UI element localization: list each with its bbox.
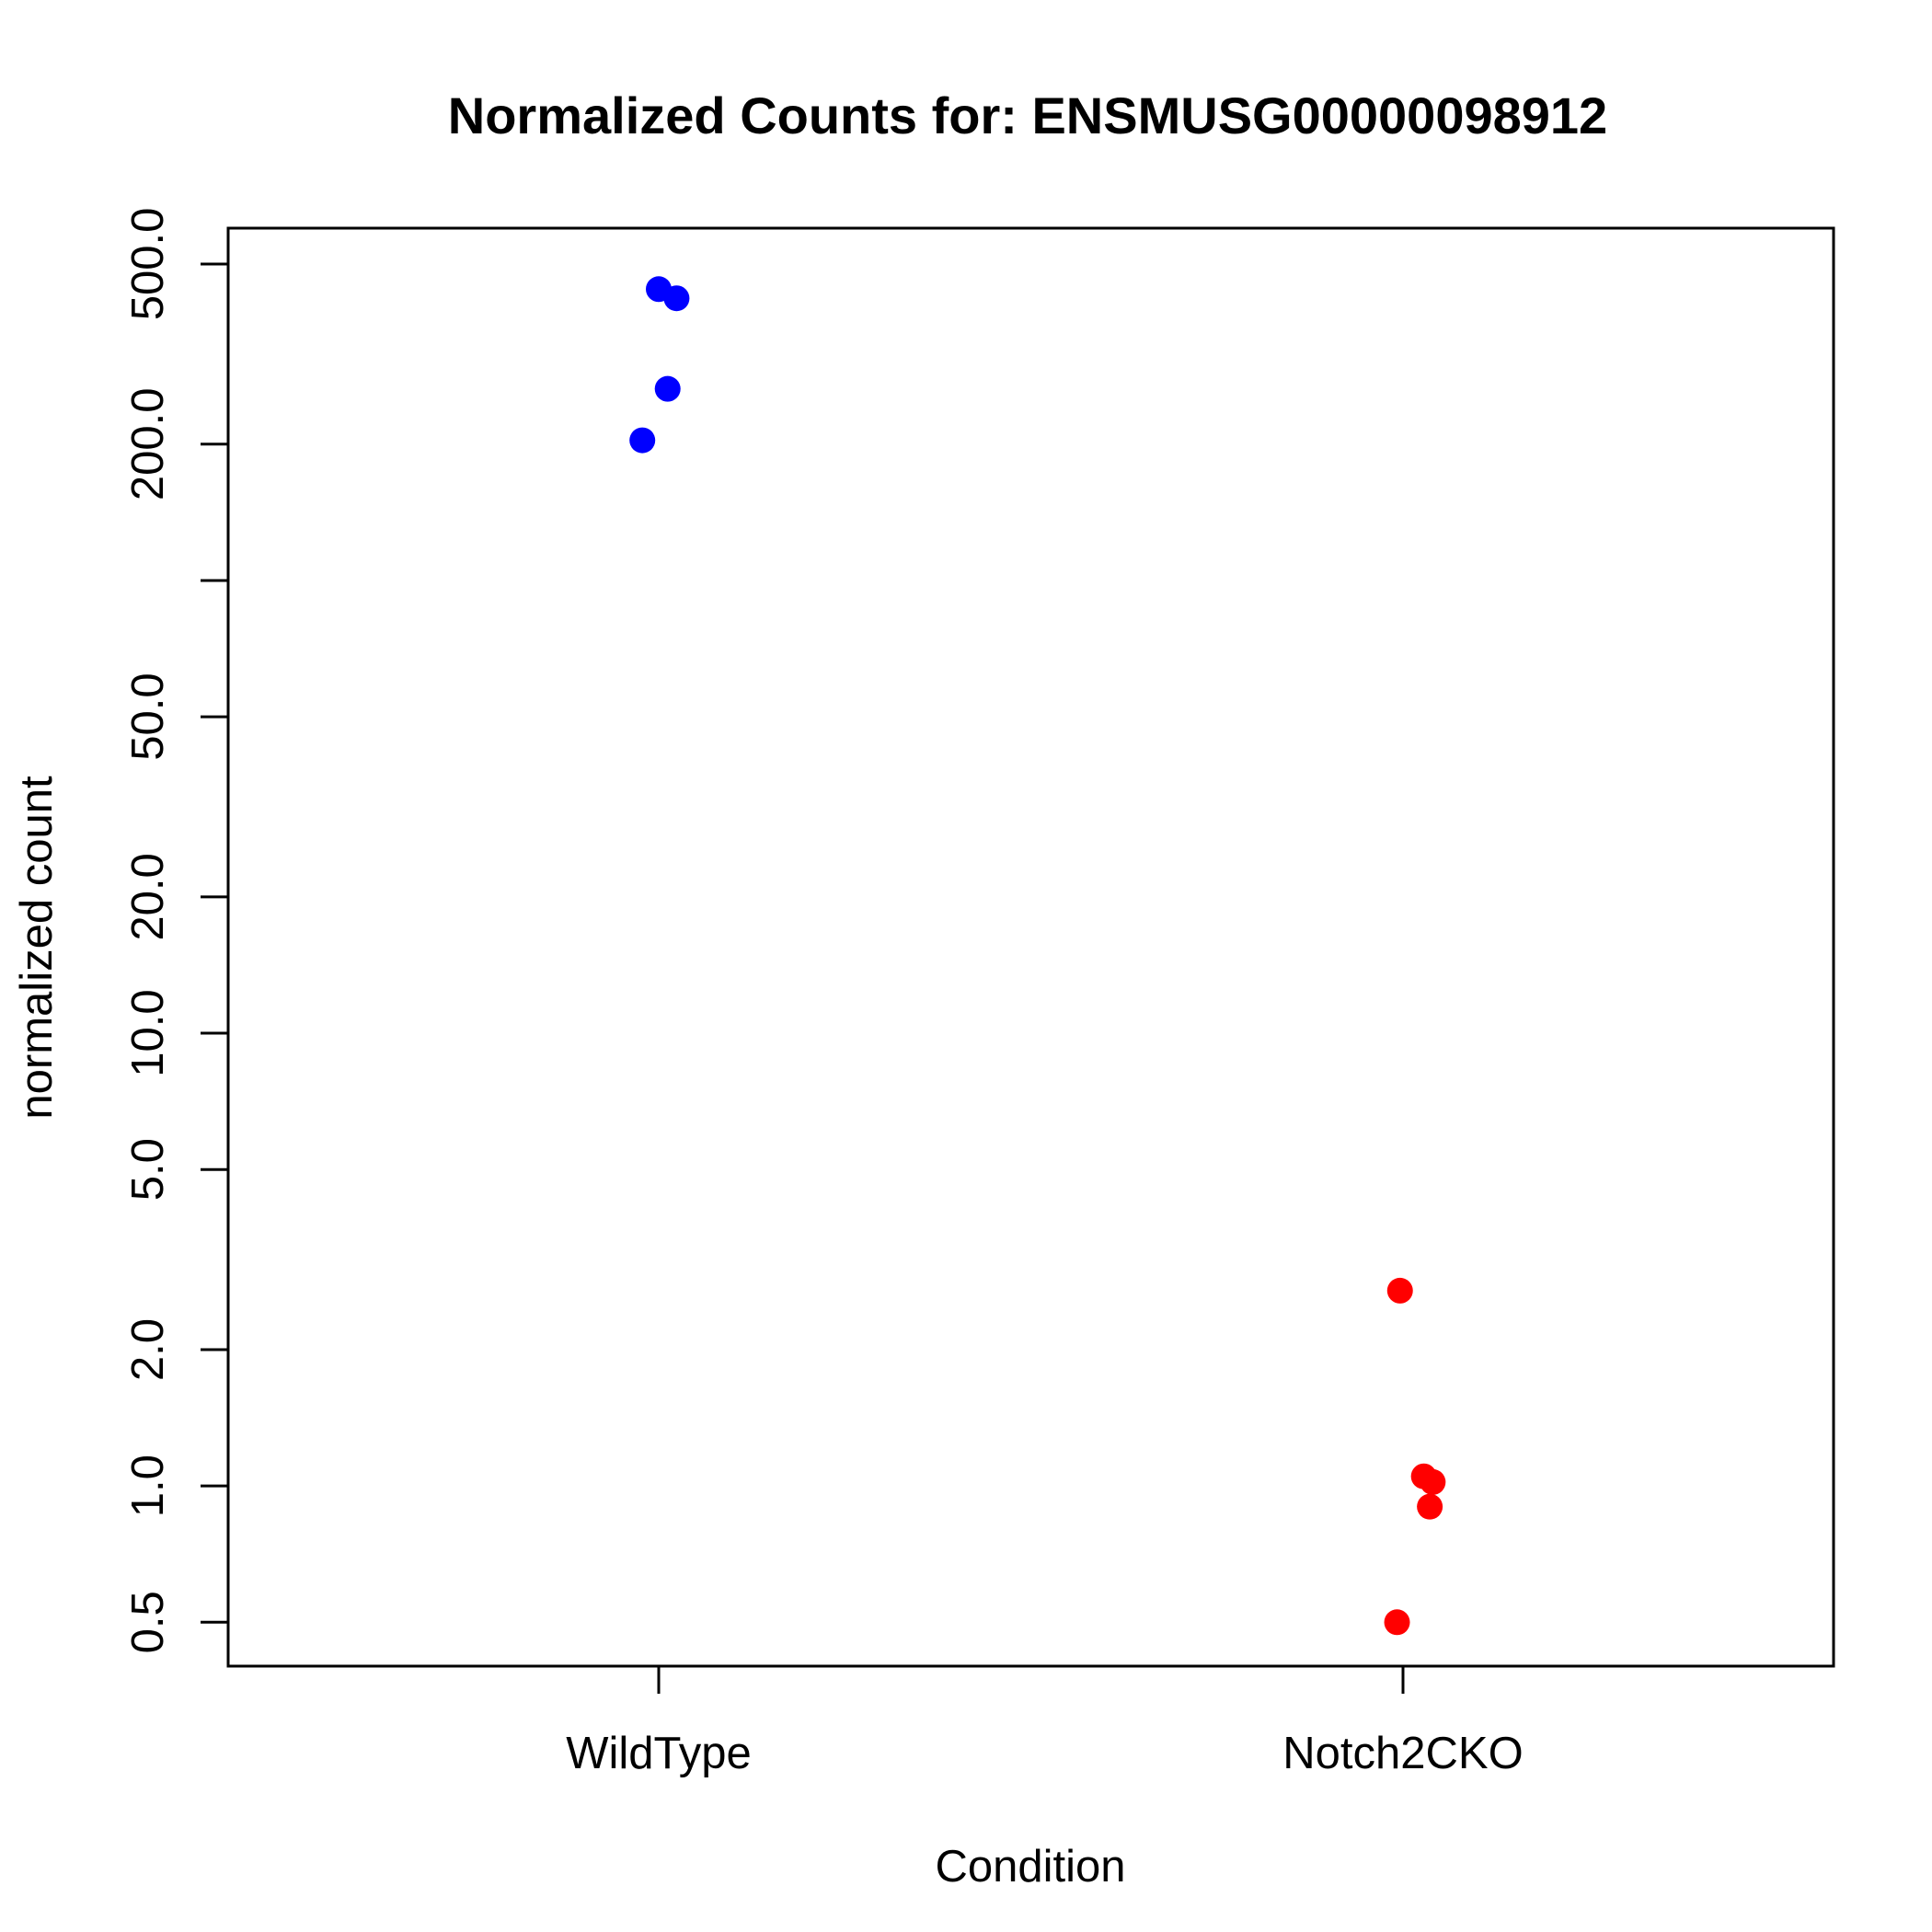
plot-frame [226,226,1835,1668]
y-tick-label-5: 20.0 [123,853,173,940]
y-tick-label-2: 2.0 [123,1318,173,1381]
point-Notch2CKO-4 [1384,1609,1410,1636]
x-tick-label-Notch2CKO: Notch2CKO [1282,1729,1523,1778]
point-Notch2CKO-0 [1386,1277,1413,1304]
x-axis: WildType Notch2CKO [566,1666,1524,1778]
x-axis-label: Condition [935,1842,1125,1892]
y-tick-label-0: 0.5 [123,1591,173,1653]
point-WildType-3 [629,427,656,454]
y-tick-label-9: 500.0 [123,208,173,321]
y-tick-label-1: 1.0 [123,1455,173,1517]
point-WildType-1 [663,285,690,312]
y-tick-label-3: 5.0 [123,1138,173,1201]
point-WildType-2 [654,375,681,402]
y-tick-label-4: 10.0 [123,989,173,1076]
x-tick-label-WildType: WildType [566,1729,752,1778]
y-tick-label-6: 50.0 [123,673,173,760]
point-Notch2CKO-3 [1417,1493,1443,1520]
data-points [629,276,1446,1636]
chart-title: Normalized Counts for: ENSMUSG0000009891… [448,86,1607,144]
y-axis-label: normalized count [12,776,62,1120]
y-axis: 0.5 1.0 2.0 5.0 10.0 20.0 50.0 200.0 500.0 [123,208,228,1653]
point-Notch2CKO-2 [1420,1468,1446,1495]
y-tick-label-8: 200.0 [123,387,173,500]
